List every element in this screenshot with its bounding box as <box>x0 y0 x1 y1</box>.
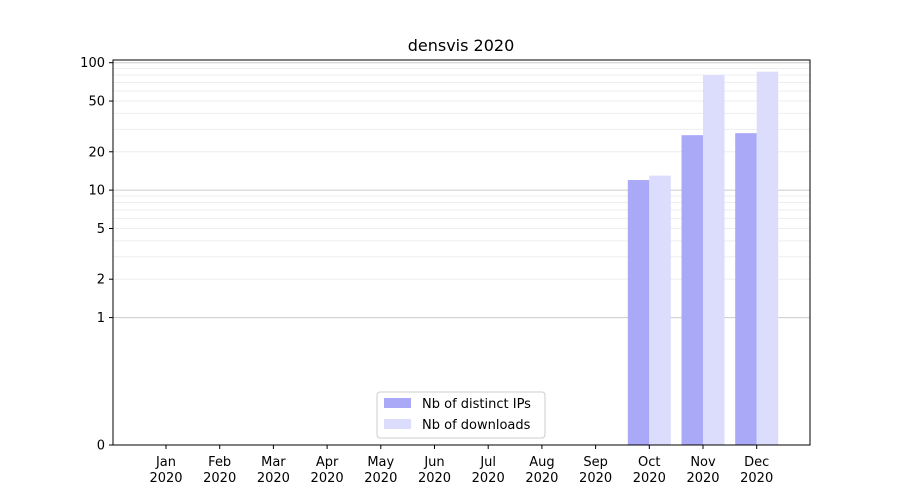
y-tick-label: 2 <box>97 273 105 288</box>
x-tick-label: Oct 2020 <box>633 455 666 486</box>
x-tick-label: Sep 2020 <box>579 455 612 486</box>
chart-title: densvis 2020 <box>408 36 515 55</box>
y-tick-label: 5 <box>97 222 105 237</box>
y-tick-label: 20 <box>88 145 105 160</box>
x-tick-label: Jun 2020 <box>418 455 451 486</box>
bars-layer <box>627 71 779 446</box>
y-tick-label: 50 <box>88 95 105 110</box>
bar-distinct-ips <box>681 135 703 445</box>
x-axis: Jan 2020 Feb 2020 Mar 2020 Apr 2020 May 2020 Jun 20… <box>149 445 773 486</box>
y-tick-label: 1 <box>97 311 105 326</box>
plot-frame <box>112 59 811 446</box>
y-tick-label: 100 <box>80 56 105 71</box>
y-axis: 0 1 2 5 10 20 50 100 <box>80 56 113 454</box>
legend: Nb of distinct IPs Nb of downloads <box>376 391 546 439</box>
x-tick-label: Jan 2020 <box>149 455 182 486</box>
legend-label-distinct-ips: Nb of distinct IPs <box>422 397 531 412</box>
legend-frame <box>376 391 546 439</box>
y-tick-label: 0 <box>97 439 105 454</box>
bar-distinct-ips <box>627 180 650 445</box>
x-tick-label: Aug 2020 <box>525 455 558 486</box>
x-tick-label: Dec 2020 <box>740 455 773 486</box>
legend-swatch-distinct-ips <box>384 398 411 408</box>
y-tick-label: 10 <box>88 184 105 199</box>
legend-label-downloads: Nb of downloads <box>422 418 531 433</box>
x-tick-label: May 2020 <box>364 455 397 486</box>
x-tick-label: Apr 2020 <box>311 455 344 486</box>
x-tick-label: Jul 2020 <box>472 455 505 486</box>
x-tick-label: Feb 2020 <box>203 455 236 486</box>
bar-downloads <box>649 175 671 445</box>
bar-downloads <box>756 71 779 446</box>
bar-downloads <box>703 75 725 446</box>
grid-layer <box>113 62 810 446</box>
bar-distinct-ips <box>735 133 757 445</box>
x-tick-label: Mar 2020 <box>257 455 290 486</box>
legend-swatch-downloads <box>384 419 411 429</box>
x-tick-label: Nov 2020 <box>686 455 719 486</box>
